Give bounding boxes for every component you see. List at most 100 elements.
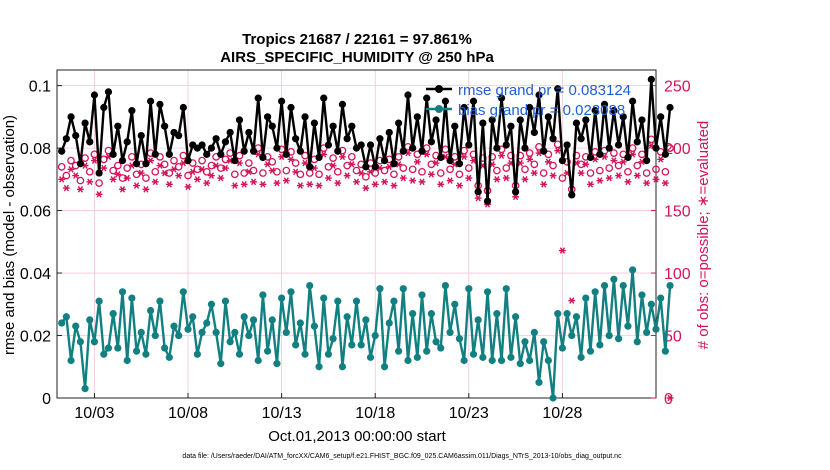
rmse-point (235, 116, 244, 124)
obs-evaluated-point (549, 172, 557, 179)
obs-possible-point (249, 166, 258, 175)
obs-evaluated-point (212, 162, 220, 169)
obs-evaluated-point (67, 166, 75, 173)
bias-point (437, 344, 445, 352)
bias-point (357, 341, 365, 349)
x-tick-label: 10/23 (449, 405, 489, 422)
bias-point (633, 338, 641, 346)
bias-point (502, 285, 510, 293)
obs-possible-point (595, 166, 604, 175)
obs-evaluated-point (156, 162, 164, 169)
obs-possible-point (198, 156, 206, 165)
bias-point (404, 356, 412, 365)
obs-possible-point (57, 162, 66, 171)
legend-bias-label: bias grand pr = 0.023088 (458, 102, 625, 119)
obs-possible-point (259, 169, 267, 177)
obs-evaluated-point (381, 178, 388, 186)
y-tick-label-left: 0 (42, 391, 51, 408)
rmse-point (161, 122, 169, 130)
bias-point (306, 281, 314, 290)
bias-point (203, 319, 211, 327)
bias-point (315, 363, 323, 371)
obs-possible-point (614, 161, 623, 170)
rmse-point (493, 144, 501, 152)
obs-evaluated-point (325, 174, 332, 182)
obs-evaluated-point (530, 169, 538, 177)
rmse-point (95, 169, 103, 177)
bias-point (544, 356, 552, 365)
obs-evaluated-point (413, 158, 421, 166)
bias-point (184, 325, 192, 333)
obs-possible-point (151, 167, 160, 176)
rmse-point (86, 138, 94, 146)
rmse-point (273, 144, 281, 152)
bias-point (207, 300, 216, 308)
obs-possible-point (329, 154, 337, 162)
obs-evaluated-point (605, 174, 613, 182)
obs-evaluated-point (142, 186, 150, 193)
bias-point (268, 316, 276, 324)
y-ticks-right: 050100150200250 (651, 79, 691, 408)
obs-possible-point (76, 176, 85, 185)
bias-point (624, 322, 632, 330)
obs-possible-point (394, 152, 403, 161)
bias-point (507, 353, 515, 361)
rmse-point (380, 156, 389, 165)
bias-point (647, 300, 655, 308)
obs-possible-point (315, 170, 323, 179)
bias-point (90, 338, 99, 346)
rmse-point (629, 97, 637, 105)
bias-point (259, 291, 267, 299)
y-tick-label-right: 250 (664, 79, 691, 96)
rmse-point (221, 138, 230, 146)
rmse-point (207, 144, 216, 152)
rmse-point (362, 163, 370, 171)
rmse-point (647, 75, 655, 83)
bias-point (432, 338, 440, 346)
obs-evaluated-point (559, 247, 566, 254)
obs-possible-point (633, 161, 642, 170)
bias-point (156, 297, 164, 305)
obs-evaluated-point (339, 153, 346, 161)
rmse-point (530, 128, 538, 137)
bias-point (254, 356, 262, 365)
rmse-point (441, 97, 450, 105)
obs-possible-point (624, 167, 632, 176)
bias-point (558, 344, 567, 352)
rmse-point (329, 122, 337, 130)
bias-point (600, 281, 609, 290)
obs-evaluated-point (587, 181, 594, 188)
rmse-point (502, 141, 510, 149)
obs-evaluated-point (498, 152, 505, 159)
obs-evaluated-point (114, 171, 122, 178)
rmse-point (259, 153, 267, 162)
obs-evaluated-point (596, 177, 604, 184)
bias-point (483, 288, 492, 296)
obs-evaluated-point (432, 159, 440, 167)
obs-evaluated-point (268, 167, 276, 174)
bias-point (563, 310, 571, 318)
bias-point (100, 350, 108, 358)
rmse-point (619, 113, 627, 121)
rmse-point (488, 116, 496, 124)
obs-possible-point (305, 169, 314, 177)
x-tick-label: 10/28 (542, 405, 582, 422)
rmse-point (455, 160, 464, 168)
bias-point (455, 335, 464, 343)
bias-point (399, 285, 407, 293)
obs-evaluated-point (661, 179, 669, 187)
obs-evaluated-point (189, 168, 197, 176)
bias-point (263, 347, 272, 355)
rmse-point (558, 156, 567, 165)
bias-point (418, 291, 426, 299)
rmse-point (638, 116, 646, 124)
bias-point (460, 356, 468, 365)
rmse-point (114, 122, 122, 130)
rmse-point (118, 156, 127, 165)
obs-evaluated-point (123, 174, 131, 182)
plot-frame (56, 69, 657, 399)
obs-possible-point (638, 150, 646, 159)
rmse-point (357, 141, 365, 149)
bias-point (376, 285, 384, 293)
obs-possible-point (221, 155, 230, 164)
